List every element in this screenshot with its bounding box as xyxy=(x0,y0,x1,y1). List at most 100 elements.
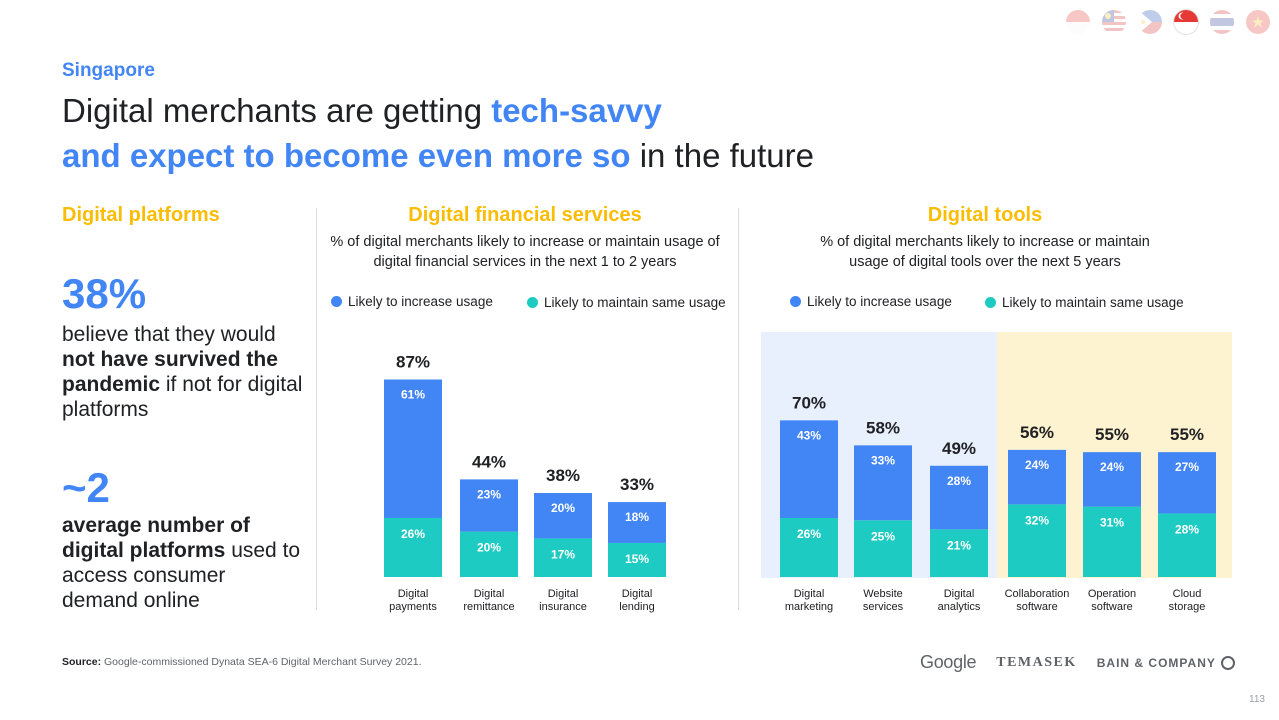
stat1-post: if not for digital platforms xyxy=(62,373,303,421)
legend-label: Likely to increase usage xyxy=(348,294,493,309)
category-label-line2: remittance xyxy=(463,601,514,613)
fin-legend-maintain: Likely to maintain same usage xyxy=(527,295,726,310)
category-label-line1: Digital xyxy=(944,588,975,600)
tools-title: Digital tools xyxy=(927,204,1043,226)
data-label-increase: 24% xyxy=(1025,458,1049,472)
stat1-value: 38% xyxy=(62,270,147,317)
legend-dot-increase xyxy=(790,296,801,307)
category-label-line2: services xyxy=(863,601,904,613)
fin-subtitle: % of digital merchants likely to increas… xyxy=(330,234,720,270)
singapore-flag-icon[interactable] xyxy=(1174,10,1198,34)
platforms-title: Digital platforms xyxy=(62,204,220,226)
data-label-total: 38% xyxy=(546,466,580,485)
data-label-total: 55% xyxy=(1095,425,1129,444)
data-label-total: 33% xyxy=(620,475,654,494)
thailand-flag-icon[interactable] xyxy=(1210,10,1234,34)
stat1-text: believe that they would not have survive… xyxy=(62,322,312,422)
bar-maintain xyxy=(384,517,442,577)
stat2-text: average number of digital platforms used… xyxy=(62,513,302,613)
legend-label: Likely to maintain same usage xyxy=(1002,295,1184,310)
bar-increase xyxy=(534,493,592,539)
source-note: Source: Google-commissioned Dynata SEA-6… xyxy=(62,656,422,668)
tools-legend-maintain: Likely to maintain same usage xyxy=(985,295,1184,310)
data-label-maintain: 32% xyxy=(1025,513,1049,527)
data-label-maintain: 20% xyxy=(477,541,501,555)
data-label-maintain: 17% xyxy=(551,547,575,561)
category-label-line1: Digital xyxy=(398,588,429,600)
source-label: Source: xyxy=(62,656,102,668)
malaysia-flag-icon[interactable] xyxy=(1102,10,1126,34)
country-flags xyxy=(1066,10,1270,34)
stat2-value: ~2 xyxy=(62,464,110,511)
bar-increase xyxy=(854,445,912,521)
tools-legend-increase: Likely to increase usage xyxy=(790,294,952,309)
category-label-line1: Digital xyxy=(474,588,505,600)
data-label-increase: 24% xyxy=(1100,460,1124,474)
category-label-line1: Digital xyxy=(622,588,653,600)
data-label-maintain: 26% xyxy=(797,527,821,541)
legend-dot-maintain xyxy=(527,297,538,308)
divider-2 xyxy=(738,208,739,610)
stat2-bold: average number of digital platforms xyxy=(62,514,250,562)
bar-maintain xyxy=(780,517,838,577)
data-label-increase: 27% xyxy=(1175,460,1199,474)
bain-logo: BAIN & COMPANY xyxy=(1096,655,1235,670)
bar-maintain xyxy=(460,531,518,577)
bar-increase xyxy=(780,420,838,518)
category-label-line2: marketing xyxy=(785,601,833,613)
bar-maintain xyxy=(608,542,666,577)
divider-1 xyxy=(316,208,317,610)
bar-maintain xyxy=(930,529,988,577)
vietnam-flag-icon[interactable] xyxy=(1246,10,1270,34)
bar-maintain xyxy=(1158,513,1216,577)
legend-label: Likely to maintain same usage xyxy=(544,295,726,310)
data-label-total: 58% xyxy=(866,418,900,437)
bain-logo-text: BAIN & COMPANY xyxy=(1096,655,1216,670)
bar-increase xyxy=(1083,452,1141,507)
data-label-total: 87% xyxy=(396,353,430,372)
data-label-total: 49% xyxy=(942,439,976,458)
category-label-line1: Digital xyxy=(548,588,579,600)
bar-increase xyxy=(1158,452,1216,514)
philippines-flag-icon[interactable] xyxy=(1138,10,1162,34)
data-label-total: 44% xyxy=(472,452,506,471)
data-label-total: 55% xyxy=(1170,425,1204,444)
category-label-line1: Website xyxy=(863,588,903,600)
data-label-increase: 23% xyxy=(477,487,501,501)
category-label-line1: Digital xyxy=(794,588,825,600)
data-label-total: 56% xyxy=(1020,423,1054,442)
bar-maintain xyxy=(854,520,912,577)
data-label-maintain: 15% xyxy=(625,552,649,566)
bar-maintain xyxy=(534,538,592,577)
data-label-maintain: 28% xyxy=(1175,522,1199,536)
source-text: Google-commissioned Dynata SEA-6 Digital… xyxy=(101,656,422,668)
data-label-increase: 43% xyxy=(797,428,821,442)
fin-legend-increase: Likely to increase usage xyxy=(331,294,493,309)
data-label-maintain: 31% xyxy=(1100,516,1124,530)
title-part1: Digital merchants are getting xyxy=(62,92,492,129)
stat1-bold: not have survived the pandemic xyxy=(62,348,278,396)
category-label-line2: software xyxy=(1091,601,1133,613)
title-highlight-1: tech-savvy xyxy=(491,92,662,129)
bar-increase xyxy=(1008,449,1066,505)
stat2-post: used to access consumer demand online xyxy=(62,539,301,612)
country-label: Singapore xyxy=(62,60,155,81)
legend-label: Likely to increase usage xyxy=(807,294,952,309)
bar-maintain xyxy=(1008,504,1066,577)
category-label-line2: insurance xyxy=(539,601,587,613)
indonesia-flag-icon[interactable] xyxy=(1066,10,1090,34)
bar-maintain xyxy=(1083,506,1141,577)
data-label-maintain: 26% xyxy=(401,527,425,541)
bain-circle-icon xyxy=(1220,655,1235,670)
category-label-line2: payments xyxy=(389,601,437,613)
legend-dot-maintain xyxy=(985,297,996,308)
category-label-line2: lending xyxy=(619,601,654,613)
bar-increase xyxy=(460,479,518,532)
data-label-increase: 18% xyxy=(625,510,649,524)
google-logo: Google xyxy=(920,652,977,672)
data-label-increase: 61% xyxy=(401,388,425,402)
partner-logos: Google TEMASEK BAIN & COMPANY xyxy=(920,652,1235,673)
title-highlight-2: and expect to become even more so xyxy=(62,137,631,174)
page-number: 113 xyxy=(1249,694,1265,705)
